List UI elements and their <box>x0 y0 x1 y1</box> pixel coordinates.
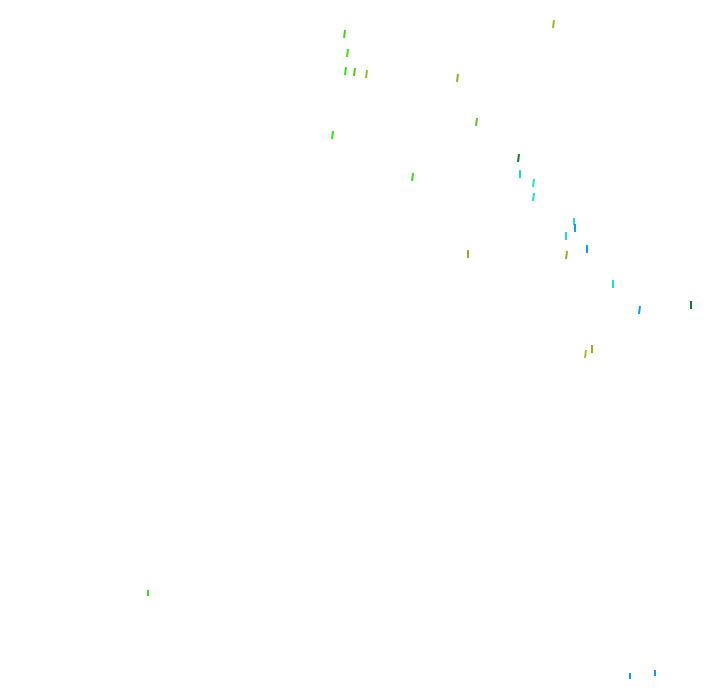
stroke <box>638 305 641 315</box>
stroke <box>411 172 414 182</box>
strokes <box>147 19 692 679</box>
stroke <box>353 67 356 77</box>
stroke <box>552 19 555 29</box>
stroke <box>517 153 520 163</box>
stroke <box>475 117 478 127</box>
stroke <box>532 178 535 188</box>
stroke <box>456 73 459 83</box>
stroke <box>365 69 368 79</box>
stroke <box>346 48 349 58</box>
stroke <box>532 192 535 202</box>
stroke <box>584 349 587 359</box>
stroke <box>343 29 346 39</box>
stroke <box>565 250 568 260</box>
stroke <box>344 66 347 76</box>
stroke <box>331 130 334 140</box>
